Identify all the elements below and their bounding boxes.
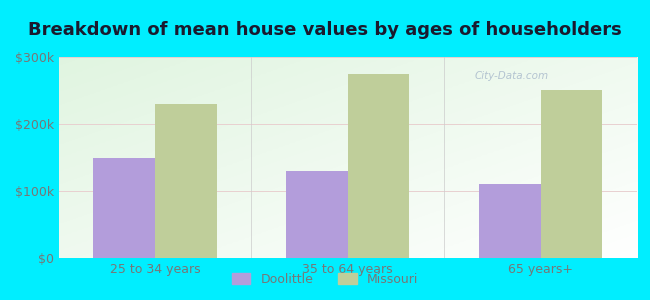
Bar [286, 171, 348, 258]
Bar [93, 158, 155, 258]
Bar [155, 104, 216, 258]
Bar [348, 74, 410, 258]
Bar [541, 91, 603, 258]
Legend: Doolittle, Missouri: Doolittle, Missouri [227, 268, 423, 291]
Bar [479, 184, 541, 258]
Text: City-Data.com: City-Data.com [475, 71, 549, 81]
Text: Breakdown of mean house values by ages of householders: Breakdown of mean house values by ages o… [28, 21, 622, 39]
